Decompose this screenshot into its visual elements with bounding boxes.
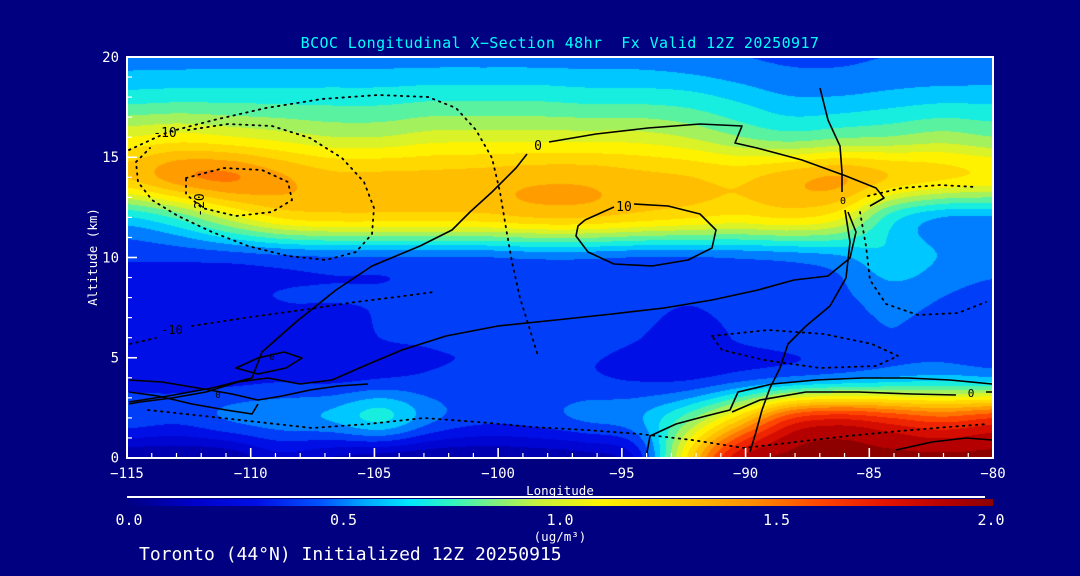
contour-label-zero-small-b: 0	[215, 391, 220, 401]
contour-lines-solid	[128, 87, 993, 459]
dotted-contour	[859, 211, 987, 316]
y-tick-label: 10	[102, 251, 119, 267]
dotted-contour	[185, 167, 294, 217]
solid-contour	[128, 123, 885, 405]
colorbar-tick-label: 0.5	[330, 511, 357, 529]
colorbar-top-line	[127, 496, 985, 498]
dotted-contour	[135, 123, 375, 261]
contour-label-minus20: -20	[193, 193, 208, 216]
y-tick-label: 0	[111, 451, 119, 467]
dotted-contour	[147, 409, 989, 449]
plot-border	[126, 56, 994, 459]
solid-contour	[235, 351, 303, 375]
contour-lines-dotted	[128, 94, 989, 449]
colorbar-tick-label: 0.0	[115, 511, 142, 529]
colorbar-tick-label: 1.0	[546, 511, 573, 529]
contour-label-zero-right-small: 0	[840, 196, 846, 207]
y-tick-label: 20	[102, 50, 119, 66]
contour-label-ten-mid: 10	[616, 200, 632, 215]
contour-label-zero-bottom-right: 0	[968, 387, 975, 400]
contour-labels: -10 -20 0 10 0 -10 0 0 0	[153, 126, 974, 401]
solid-contour	[895, 437, 993, 451]
y-tick-label: 5	[111, 351, 119, 367]
dotted-contour	[710, 329, 901, 369]
contour-label-minus10-lower: -10	[161, 323, 183, 337]
x-tick-label: −90	[733, 466, 758, 482]
colorbar-tick-label: 2.0	[977, 511, 1004, 529]
x-tick-label: −105	[358, 466, 392, 482]
x-tick-labels: −115 −110 −105 −100 −95 −90 −85 −80	[110, 466, 1006, 482]
solid-contour	[575, 203, 717, 267]
x-tick-label: −100	[481, 466, 515, 482]
solid-contour	[749, 87, 851, 453]
x-tick-label: −85	[857, 466, 882, 482]
colorbar-tick-labels: 0.0 0.5 1.0 1.5 2.0	[115, 511, 1004, 529]
y-tick-label: 15	[102, 150, 119, 166]
solid-contour	[128, 391, 259, 415]
colorbar	[127, 499, 993, 506]
y-axis-ticks	[127, 56, 137, 459]
x-axis-title: Longitude	[526, 483, 594, 498]
solid-contour	[731, 391, 992, 413]
x-axis-ticks	[126, 448, 994, 458]
solid-contour	[128, 379, 369, 401]
dotted-contour	[129, 291, 435, 345]
x-tick-label: −115	[110, 466, 144, 482]
y-axis-title: Altitude (km)	[85, 208, 100, 306]
chart-title: BCOC Longitudinal X−Section 48hr Fx Vali…	[300, 34, 820, 52]
x-tick-label: −80	[980, 466, 1005, 482]
contour-label-zero-small-a: 0	[269, 353, 274, 363]
dotted-contour	[867, 184, 977, 197]
x-tick-label: −95	[609, 466, 634, 482]
contour-label-zero-mid: 0	[534, 139, 542, 154]
contour-label-minus10-upper: -10	[153, 126, 176, 141]
dotted-contour	[128, 94, 539, 357]
y-tick-labels: 20 15 10 5 0	[102, 50, 119, 467]
solid-contour	[645, 377, 993, 459]
x-tick-label: −110	[234, 466, 268, 482]
init-caption: Toronto (44°N) Initialized 12Z 20250915	[139, 544, 562, 565]
colorbar-tick-label: 1.5	[763, 511, 790, 529]
colorbar-units: (ug/m³)	[534, 529, 587, 544]
